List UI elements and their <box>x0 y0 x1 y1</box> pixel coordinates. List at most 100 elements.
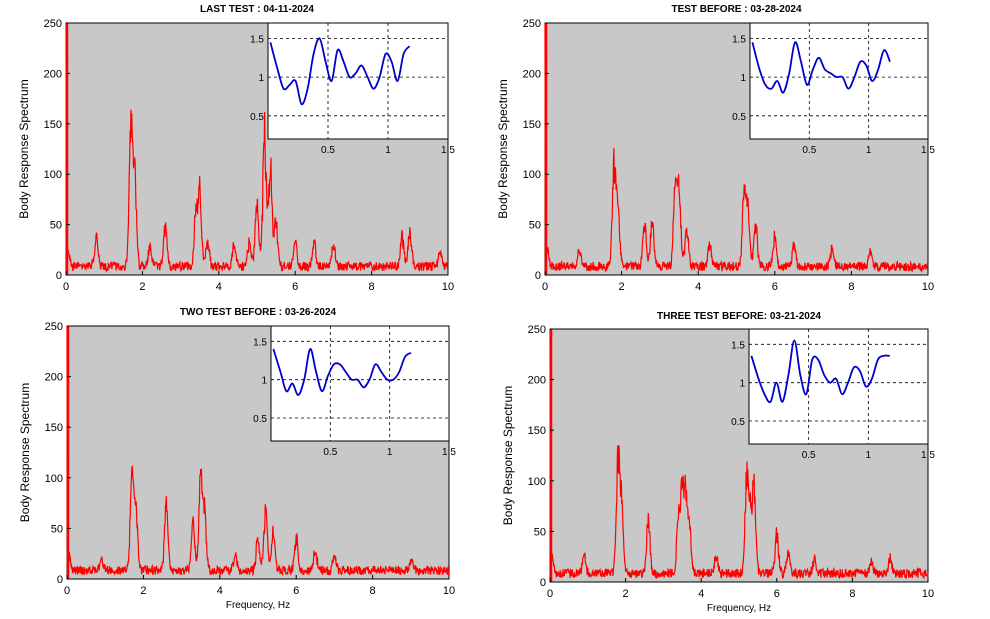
inset-x-tick-label: 1.5 <box>921 145 935 156</box>
x-tick-label: 10 <box>443 585 455 597</box>
y-tick-label: 150 <box>523 119 541 131</box>
y-tick-label: 250 <box>44 18 62 30</box>
inset-plot: 0.5 1 1.5 0.5 1 1.5 <box>250 22 455 156</box>
x-tick-label: 8 <box>370 585 376 597</box>
inset-y-tick-label: 1.5 <box>732 34 746 45</box>
x-axis-label: Frequency, Hz <box>226 600 290 611</box>
y-tick-label: 150 <box>44 119 62 131</box>
chart-title: LAST TEST : 04-11-2024 <box>200 4 314 15</box>
spectrum-series <box>65 22 449 273</box>
x-tick-label: 8 <box>849 588 855 600</box>
x-tick-label: 6 <box>292 281 298 293</box>
inset-plot: 0.5 1 1.5 0.5 1 1.5 <box>253 325 456 458</box>
inset-area <box>749 22 929 140</box>
inset-x-tick-label: 1 <box>385 145 391 156</box>
y-tick-label: 0 <box>535 270 541 282</box>
inset-series <box>269 37 411 106</box>
y-tick-label: 100 <box>45 473 63 485</box>
x-tick-label: 6 <box>772 281 778 293</box>
chart-title: TWO TEST BEFORE : 03-26-2024 <box>180 307 337 318</box>
inset-y-tick-label: 1 <box>739 379 745 390</box>
inset-y-tick-label: 1 <box>261 376 267 387</box>
x-tick-label: 10 <box>442 281 454 293</box>
y-tick-label: 50 <box>50 220 62 232</box>
inset-series <box>751 41 891 94</box>
y-tick-label: 250 <box>528 324 546 336</box>
inset-x-tick-label: 1.5 <box>921 450 935 461</box>
inset-y-tick-label: 0.5 <box>731 417 745 428</box>
x-tick-label: 4 <box>217 585 223 597</box>
inset-y-tick-label: 0.5 <box>250 112 264 123</box>
x-tick-label: 2 <box>623 588 629 600</box>
x-tick-label: 4 <box>695 281 701 293</box>
inset-plot: 0.5 1 1.5 0.5 1 1.5 <box>732 22 935 156</box>
y-tick-label: 0 <box>540 577 546 589</box>
y-tick-label: 150 <box>45 422 63 434</box>
spectrum-series <box>549 328 929 580</box>
x-tick-label: 6 <box>293 585 299 597</box>
inset-x-tick-label: 1 <box>387 447 393 458</box>
y-tick-label: 0 <box>57 574 63 586</box>
x-tick-label: 0 <box>64 585 70 597</box>
y-tick-label: 200 <box>45 372 63 384</box>
y-tick-label: 50 <box>534 526 546 538</box>
spectrum-series <box>544 22 929 273</box>
y-tick-label: 100 <box>523 169 541 181</box>
inset-y-tick-label: 0.5 <box>253 414 267 425</box>
inset-y-tick-label: 1.5 <box>250 34 264 45</box>
inset-y-tick-label: 1.5 <box>253 337 267 348</box>
x-tick-label: 4 <box>698 588 704 600</box>
x-tick-label: 2 <box>619 281 625 293</box>
inset-series <box>750 339 890 404</box>
y-tick-label: 200 <box>44 68 62 80</box>
inset-x-tick-label: 1 <box>866 145 872 156</box>
y-tick-label: 200 <box>523 68 541 80</box>
y-tick-label: 0 <box>56 270 62 282</box>
spectrum-series <box>66 325 450 577</box>
inset-x-tick-label: 1 <box>866 450 872 461</box>
inset-x-tick-label: 0.5 <box>323 447 337 458</box>
inset-x-tick-label: 0.5 <box>802 145 816 156</box>
y-tick-label: 100 <box>44 169 62 181</box>
y-tick-label: 150 <box>528 425 546 437</box>
inset-x-tick-label: 1.5 <box>441 145 455 156</box>
x-tick-label: 8 <box>369 281 375 293</box>
inset-x-tick-label: 0.5 <box>802 450 816 461</box>
y-tick-label: 50 <box>529 220 541 232</box>
inset-y-tick-label: 0.5 <box>732 112 746 123</box>
x-tick-label: 10 <box>922 588 934 600</box>
x-tick-label: 4 <box>216 281 222 293</box>
y-tick-label: 250 <box>523 18 541 30</box>
inset-x-tick-label: 1.5 <box>442 447 456 458</box>
inset-y-tick-label: 1 <box>740 73 746 84</box>
x-tick-label: 0 <box>542 281 548 293</box>
x-tick-label: 6 <box>774 588 780 600</box>
inset-plot: 0.5 1 1.5 0.5 1 1.5 <box>731 328 935 461</box>
y-tick-label: 250 <box>45 321 63 333</box>
inset-area <box>267 22 449 140</box>
x-tick-label: 10 <box>922 281 934 293</box>
chart-title: TEST BEFORE : 03-28-2024 <box>671 4 801 15</box>
y-axis-label: Body Response Spectrum <box>18 383 32 522</box>
y-axis-label: Body Response Spectrum <box>17 79 31 218</box>
inset-y-tick-label: 1.5 <box>731 340 745 351</box>
y-tick-label: 200 <box>528 375 546 387</box>
x-tick-label: 0 <box>547 588 553 600</box>
y-axis-label: Body Response Spectrum <box>496 79 510 218</box>
x-tick-label: 0 <box>63 281 69 293</box>
inset-y-tick-label: 1 <box>258 73 264 84</box>
x-tick-label: 2 <box>139 281 145 293</box>
inset-x-tick-label: 0.5 <box>321 145 335 156</box>
y-axis-label: Body Response Spectrum <box>501 386 515 525</box>
chart-title: THREE TEST BEFORE: 03-21-2024 <box>657 311 821 322</box>
x-tick-label: 8 <box>848 281 854 293</box>
y-tick-label: 50 <box>51 523 63 535</box>
x-axis-label: Frequency, Hz <box>707 603 771 614</box>
y-tick-label: 100 <box>528 476 546 488</box>
inset-series <box>272 348 412 396</box>
